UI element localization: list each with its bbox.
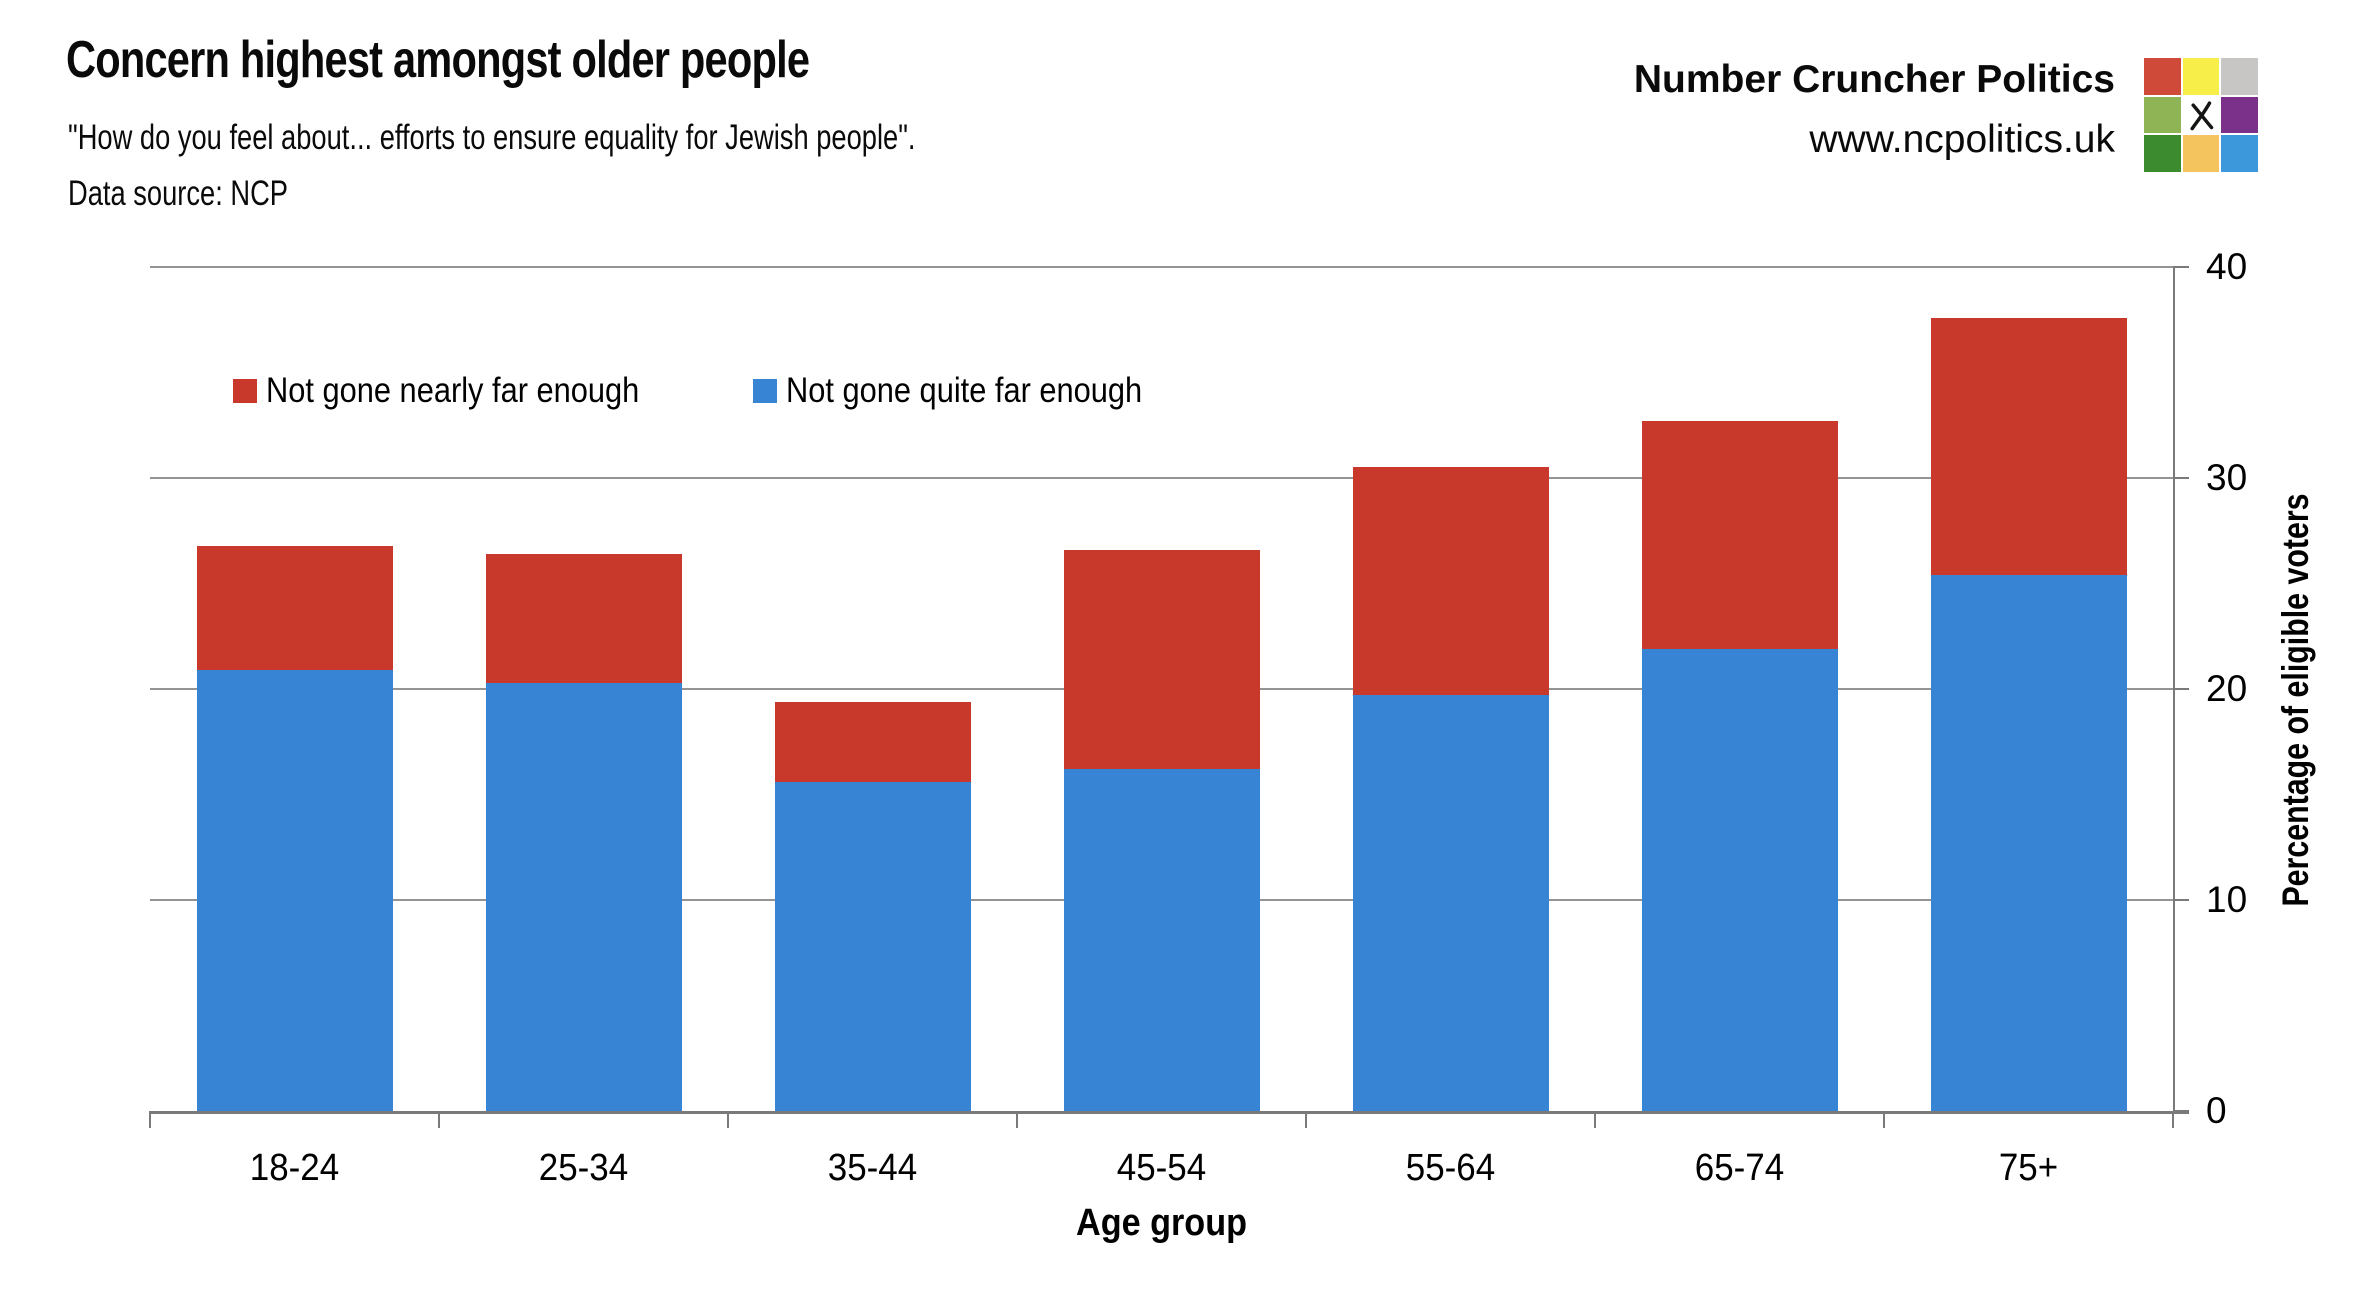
x-tick	[1883, 1111, 1885, 1128]
x-category-label: 75+	[1998, 1147, 2059, 1189]
bar-segment-35-44-not-gone-quite-far-enough	[774, 781, 971, 1111]
gridline	[150, 477, 2173, 479]
logo-cell	[2221, 96, 2258, 134]
x-tick	[2172, 1111, 2174, 1128]
legend-label: Not gone quite far enough	[786, 371, 1143, 410]
x-category-label: 55-64	[1405, 1147, 1496, 1189]
logo-cell	[2182, 58, 2220, 95]
x-category-label: 18-24	[249, 1147, 340, 1189]
brand-logo	[2144, 58, 2258, 172]
legend-label: Not gone nearly far enough	[266, 371, 640, 410]
bar-segment-45-54-not-gone-quite-far-enough	[1063, 769, 1260, 1111]
bar-segment-45-54-not-gone-nearly-far-enough	[1063, 549, 1260, 770]
logo-cell	[2144, 58, 2181, 95]
y-tick	[2173, 477, 2189, 479]
y-tick	[2173, 899, 2189, 901]
logo-cell	[2182, 135, 2220, 172]
x-axis-line	[150, 1111, 2189, 1114]
y-axis-title: Percentage of eligible voters	[2275, 493, 2316, 907]
x-tick	[149, 1111, 151, 1128]
bar-segment-18-24-not-gone-nearly-far-enough	[196, 545, 393, 670]
bar-segment-25-34-not-gone-quite-far-enough	[485, 682, 682, 1111]
legend-item: Not gone quite far enough	[753, 371, 1191, 410]
y-tick-label: 10	[2206, 879, 2248, 920]
logo-cell	[2144, 135, 2181, 172]
bar-segment-35-44-not-gone-nearly-far-enough	[774, 701, 971, 782]
legend-item: Not gone nearly far enough	[233, 371, 690, 410]
bar-segment-55-64-not-gone-quite-far-enough	[1352, 695, 1549, 1111]
logo-cell	[2221, 135, 2258, 172]
x-category-label: 65-74	[1694, 1147, 1785, 1189]
x-category-label: 25-34	[538, 1147, 629, 1189]
y-tick-label: 0	[2206, 1090, 2227, 1131]
x-tick	[1305, 1111, 1307, 1128]
bar-segment-55-64-not-gone-nearly-far-enough	[1352, 467, 1549, 696]
y-tick-label: 20	[2206, 668, 2248, 709]
page-title: Concern highest amongst older people	[66, 31, 810, 89]
data-source-note: Data source: NCP	[68, 174, 289, 213]
y-tick-label: 30	[2206, 457, 2248, 498]
brand-url: www.ncpolitics.uk	[1809, 118, 2115, 161]
bar-segment-25-34-not-gone-nearly-far-enough	[485, 553, 682, 683]
bar-segment-65-74-not-gone-nearly-far-enough	[1641, 421, 1838, 649]
x-tick	[1594, 1111, 1596, 1128]
x-axis-title: Age group	[1076, 1202, 1247, 1244]
legend-swatch	[233, 379, 257, 403]
bar-segment-65-74-not-gone-quite-far-enough	[1641, 648, 1838, 1111]
x-category-label: 35-44	[827, 1147, 918, 1189]
y-tick-label: 40	[2206, 246, 2248, 287]
y-tick	[2173, 266, 2189, 268]
y-tick	[2173, 1110, 2189, 1112]
x-tick	[438, 1111, 440, 1128]
x-tick	[1016, 1111, 1018, 1128]
x-tick	[727, 1111, 729, 1128]
gridline	[150, 266, 2173, 268]
bar-segment-18-24-not-gone-quite-far-enough	[196, 670, 393, 1111]
logo-center-cell	[2182, 96, 2220, 134]
ballot-x-icon	[2190, 101, 2213, 130]
bar-segment-75+-not-gone-nearly-far-enough	[1930, 317, 2127, 576]
legend-swatch	[753, 379, 777, 403]
chart-subtitle: "How do you feel about... efforts to ens…	[68, 118, 916, 157]
y-tick	[2173, 688, 2189, 690]
brand-name: Number Cruncher Politics	[1633, 58, 2115, 101]
bar-segment-75+-not-gone-quite-far-enough	[1930, 575, 2127, 1111]
y-axis-line	[2173, 267, 2175, 1114]
logo-cell	[2221, 58, 2258, 95]
logo-cell	[2144, 96, 2181, 134]
x-category-label: 45-54	[1116, 1147, 1207, 1189]
